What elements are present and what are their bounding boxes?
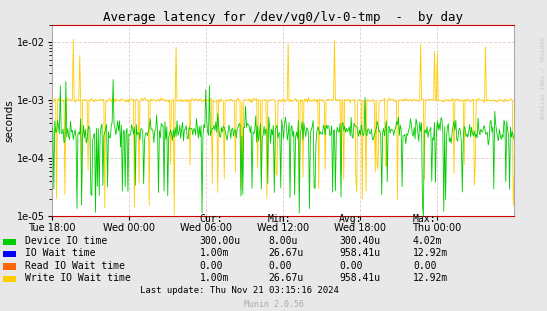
- Text: 26.67u: 26.67u: [268, 273, 303, 283]
- Text: 0.00: 0.00: [413, 261, 437, 271]
- Text: 26.67u: 26.67u: [268, 248, 303, 258]
- Text: RRDTOOL / TOBI OETIKER: RRDTOOL / TOBI OETIKER: [539, 37, 544, 120]
- Text: Write IO Wait time: Write IO Wait time: [25, 273, 130, 283]
- Text: 0.00: 0.00: [268, 261, 292, 271]
- Y-axis label: seconds: seconds: [4, 99, 14, 142]
- Text: 4.02m: 4.02m: [413, 236, 443, 246]
- Text: 958.41u: 958.41u: [339, 273, 380, 283]
- Text: 12.92m: 12.92m: [413, 273, 448, 283]
- Text: 0.00: 0.00: [339, 261, 363, 271]
- Text: 300.40u: 300.40u: [339, 236, 380, 246]
- Text: Read IO Wait time: Read IO Wait time: [25, 261, 125, 271]
- Text: Last update: Thu Nov 21 03:15:16 2024: Last update: Thu Nov 21 03:15:16 2024: [140, 286, 339, 295]
- Text: Device IO time: Device IO time: [25, 236, 107, 246]
- Text: Munin 2.0.56: Munin 2.0.56: [243, 300, 304, 309]
- Text: 1.00m: 1.00m: [200, 248, 229, 258]
- Text: 300.00u: 300.00u: [200, 236, 241, 246]
- Text: Cur:: Cur:: [200, 214, 223, 224]
- Text: 958.41u: 958.41u: [339, 248, 380, 258]
- Text: Max:: Max:: [413, 214, 437, 224]
- Text: 12.92m: 12.92m: [413, 248, 448, 258]
- Text: IO Wait time: IO Wait time: [25, 248, 95, 258]
- Text: Min:: Min:: [268, 214, 292, 224]
- Text: 1.00m: 1.00m: [200, 273, 229, 283]
- Text: 0.00: 0.00: [200, 261, 223, 271]
- Text: Avg:: Avg:: [339, 214, 363, 224]
- Text: 8.00u: 8.00u: [268, 236, 298, 246]
- Title: Average latency for /dev/vg0/lv-0-tmp  -  by day: Average latency for /dev/vg0/lv-0-tmp - …: [103, 11, 463, 24]
